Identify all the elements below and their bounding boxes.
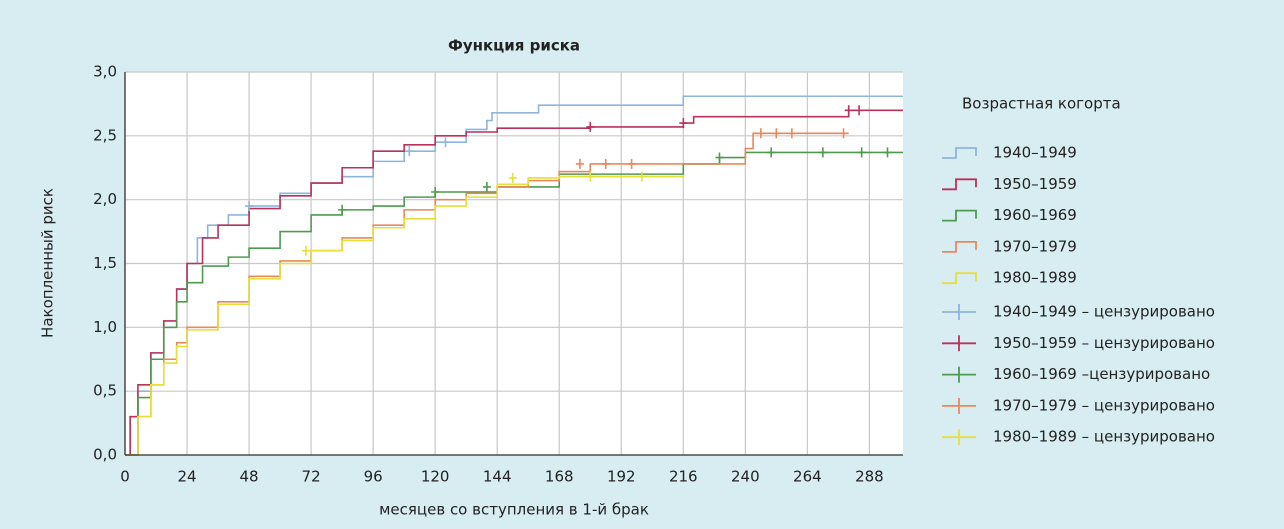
- x-tick-label: 288: [855, 468, 884, 486]
- censor-mark: [637, 171, 646, 182]
- censor-mark: [772, 128, 781, 139]
- censor-mark: [441, 137, 450, 148]
- x-tick-label: 120: [421, 468, 450, 486]
- x-tick-label: 0: [120, 468, 130, 486]
- legend-label: 1970–1979 – цензурировано: [993, 396, 1215, 414]
- legend: 1940–1949 1950–1959 1960–1969 1970–1979 1980…: [942, 144, 1215, 446]
- legend-swatch: [942, 429, 976, 446]
- x-tick-label: 264: [793, 468, 822, 486]
- censor-mark: [756, 128, 765, 139]
- legend-label: 1940–1949 – цензурировано: [993, 303, 1215, 321]
- censor-mark: [245, 201, 254, 212]
- legend-swatch: [942, 178, 977, 191]
- x-tick-label: 24: [177, 468, 196, 486]
- legend-swatch: [942, 147, 977, 159]
- censor-mark: [818, 147, 827, 158]
- censor-mark: [679, 118, 688, 129]
- x-tick-label: 168: [545, 468, 574, 486]
- censor-mark: [586, 171, 595, 182]
- series-line: [125, 151, 903, 456]
- legend-swatch: [942, 335, 976, 352]
- censor-mark: [601, 158, 610, 169]
- censor-mark: [431, 187, 440, 198]
- legend-swatch: [942, 397, 976, 414]
- x-tick-label: 240: [731, 468, 760, 486]
- y-axis-label: Накопленный риск: [39, 188, 57, 338]
- censor-mark: [586, 121, 595, 132]
- chart-title: Функция риска: [448, 37, 580, 55]
- x-tick-label: 48: [240, 468, 259, 486]
- legend-label: 1960–1969 –цензурировано: [993, 365, 1210, 383]
- x-tick-label: 72: [302, 468, 321, 486]
- censor-mark: [482, 181, 491, 192]
- x-tick-label: 96: [364, 468, 383, 486]
- legend-swatch: [942, 272, 977, 285]
- series-line: [125, 175, 684, 456]
- legend-swatch: [942, 209, 977, 222]
- y-tick-label: 3,0: [93, 63, 117, 81]
- x-tick-label: 216: [669, 468, 698, 486]
- legend-title: Возрастная когорта: [962, 95, 1121, 113]
- censor-mark: [844, 105, 853, 116]
- y-tick-label: 2,0: [93, 190, 117, 208]
- censor-mark: [855, 105, 864, 116]
- legend-label: 1960–1969: [993, 206, 1077, 224]
- legend-label: 1940–1949: [993, 144, 1077, 162]
- censor-mark: [715, 152, 724, 163]
- x-tick-label: 192: [607, 468, 636, 486]
- legend-swatch: [942, 304, 976, 320]
- legend-label: 1970–1979: [993, 237, 1077, 255]
- censor-mark: [839, 128, 848, 139]
- censor-mark: [787, 128, 796, 139]
- legend-label: 1980–1989: [993, 269, 1077, 287]
- legend-swatch: [942, 366, 976, 383]
- censor-mark: [767, 147, 776, 158]
- y-tick-label: 0,0: [93, 446, 117, 464]
- legend-label: 1950–1959 – цензурировано: [993, 334, 1215, 352]
- censor-mark: [883, 147, 892, 158]
- y-tick-label: 1,5: [93, 254, 117, 272]
- censor-mark: [405, 146, 414, 157]
- legend-label: 1950–1959: [993, 175, 1077, 193]
- y-tick-label: 2,5: [93, 126, 117, 144]
- y-tick-label: 1,0: [93, 318, 117, 336]
- series-group: [125, 95, 903, 456]
- censor-mark: [575, 158, 584, 169]
- legend-swatch: [942, 241, 977, 253]
- censor-mark: [508, 172, 517, 183]
- censor-mark: [627, 158, 636, 169]
- censor-mark: [857, 147, 866, 158]
- y-tick-label: 0,5: [93, 382, 117, 400]
- x-axis-label: месяцев со вступления в 1-й брак: [379, 501, 649, 519]
- censor-mark: [338, 204, 347, 215]
- legend-label: 1980–1989 – цензурировано: [993, 428, 1215, 446]
- censor-mark: [301, 245, 310, 256]
- x-tick-label: 144: [483, 468, 512, 486]
